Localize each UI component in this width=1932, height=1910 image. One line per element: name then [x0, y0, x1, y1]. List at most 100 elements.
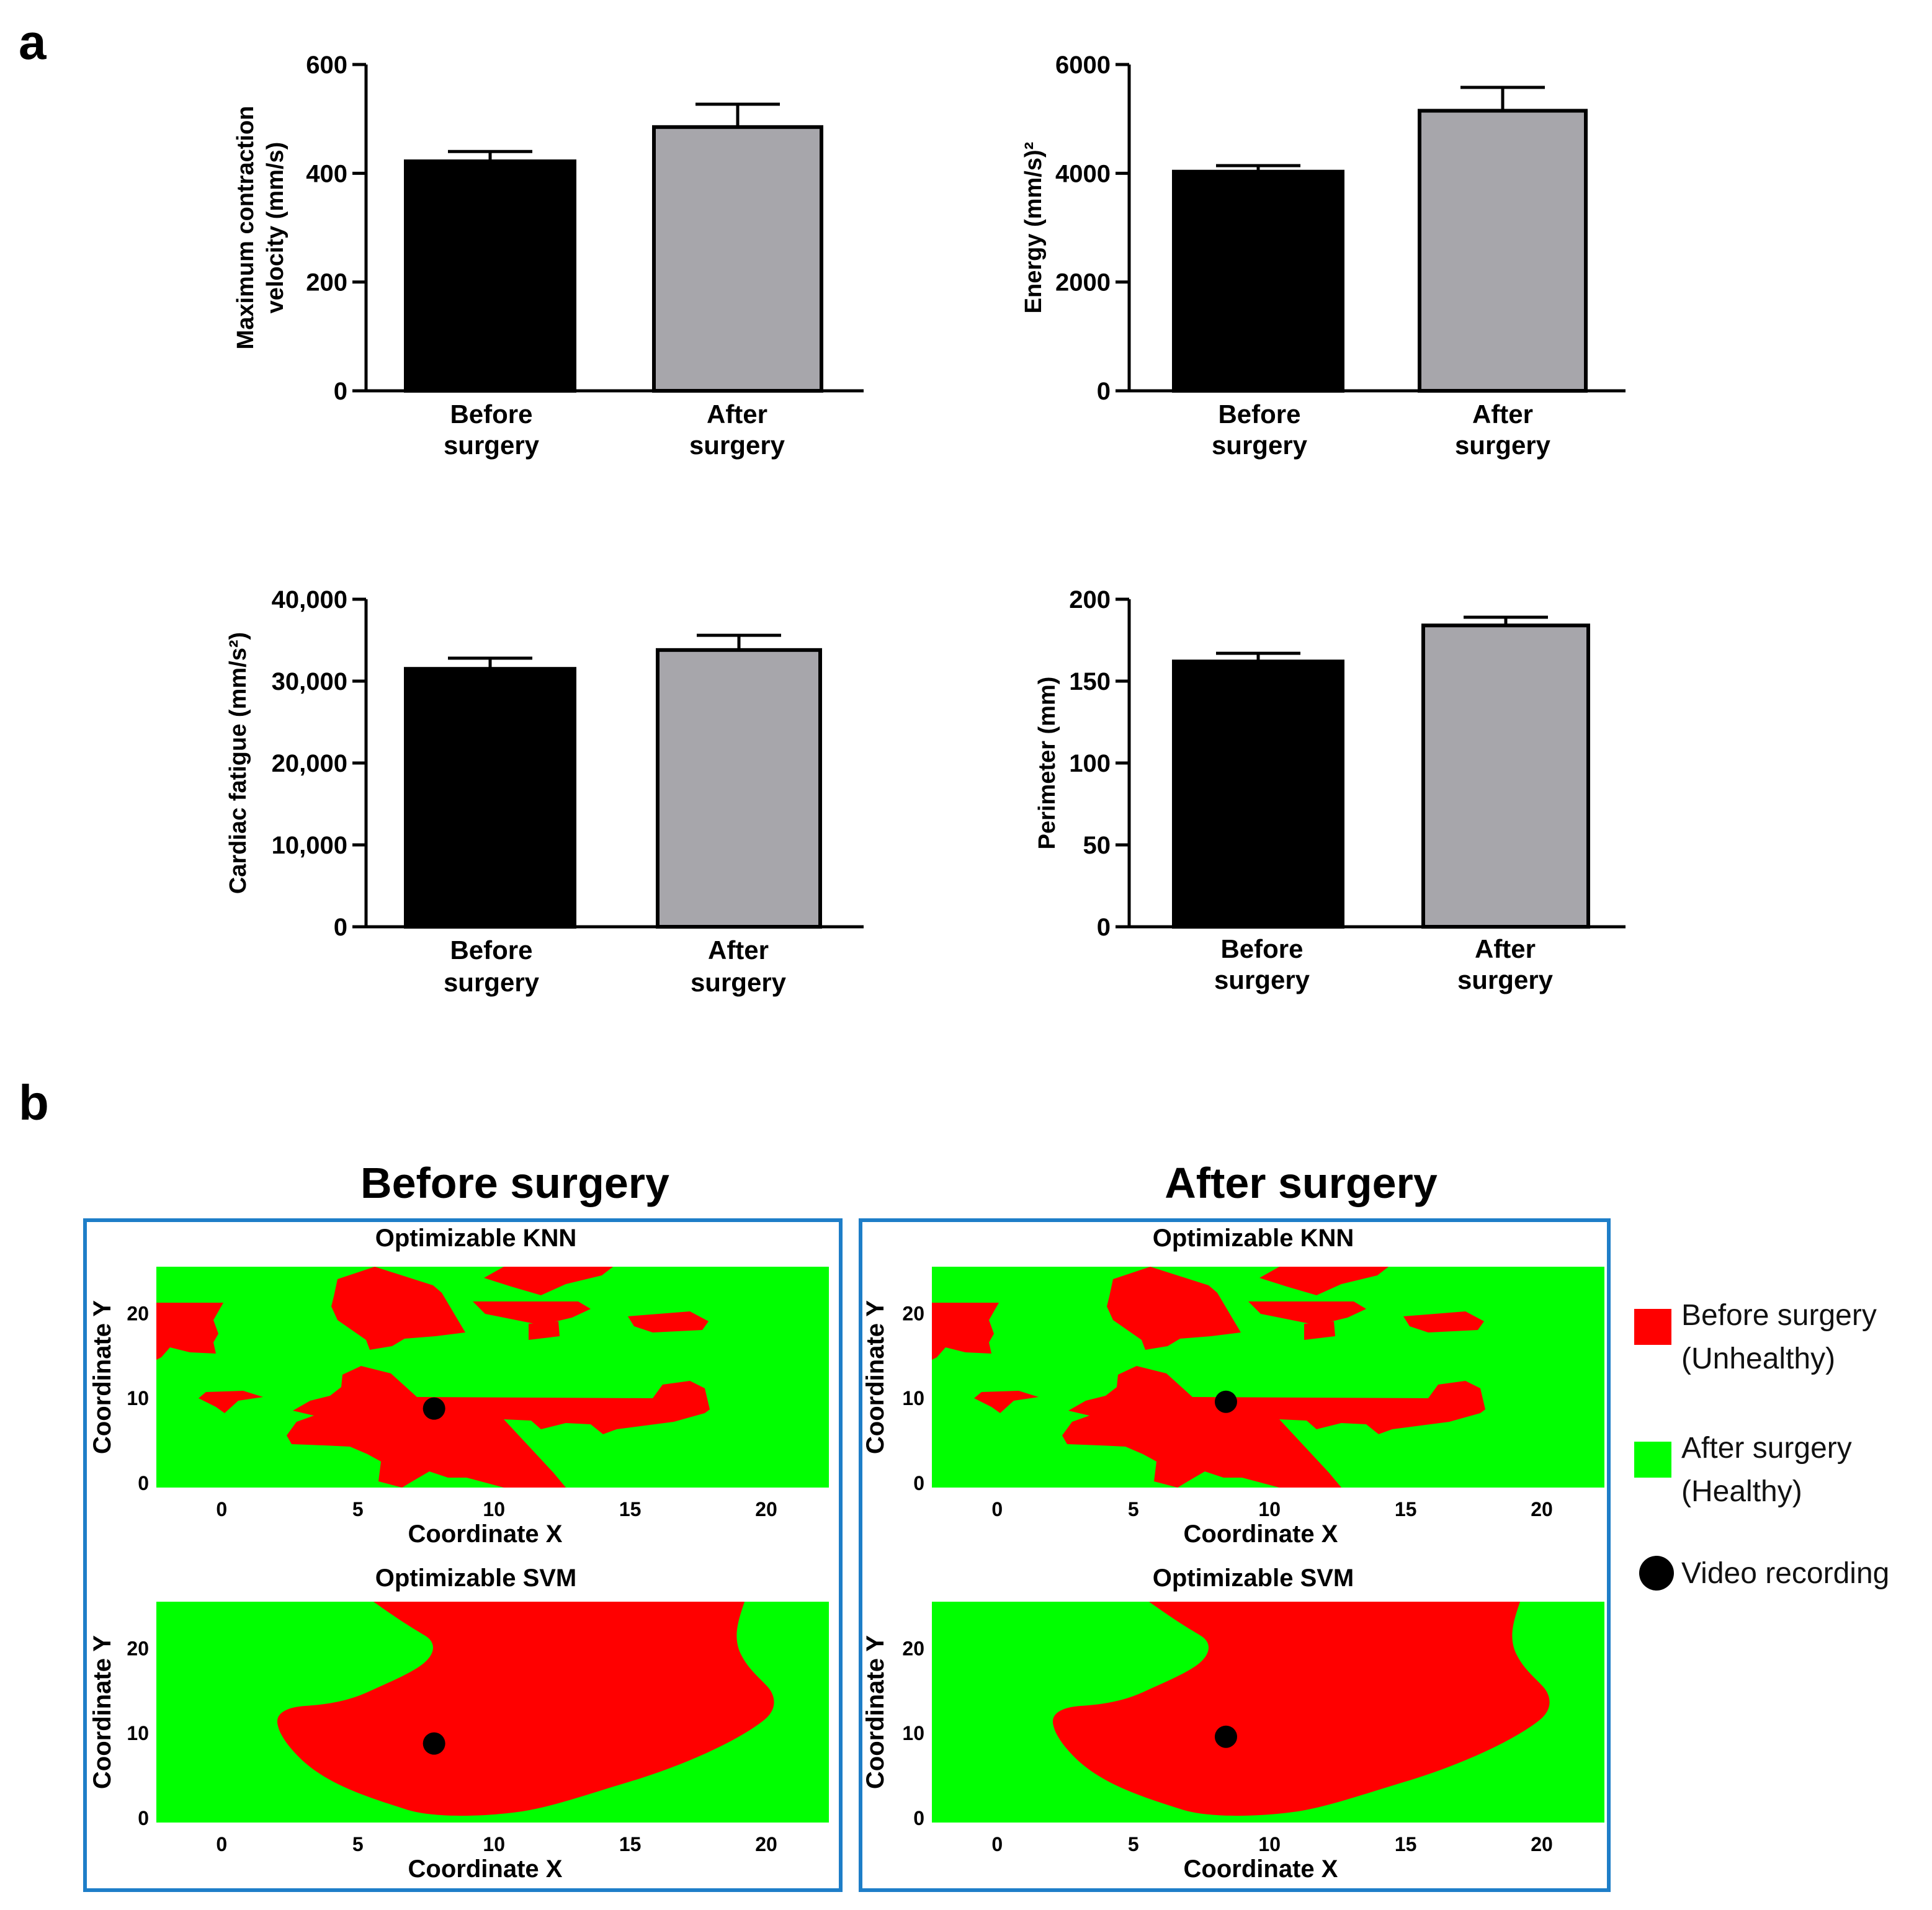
category-label-perimeter: surgery [1214, 965, 1310, 994]
x-tick-label: 15 [619, 1498, 642, 1520]
bar-velocity-0 [404, 159, 576, 393]
y-tick-label: 20 [902, 1302, 924, 1324]
legend-recording-label: Video recording [1681, 1557, 1890, 1590]
knn-decision-regions [156, 1267, 829, 1488]
x-tick-label: 20 [755, 1498, 777, 1520]
bar-energy-0 [1172, 169, 1344, 393]
panel-a-label: a [19, 14, 47, 69]
x-tick-label: 15 [619, 1833, 642, 1855]
bar-chart-energy: 0200040006000BeforesurgeryAftersurgeryEn… [1021, 51, 1626, 460]
x-axis-label: Coordinate X [1184, 1520, 1338, 1548]
legend-healthy-label-2: (Healthy) [1681, 1475, 1802, 1508]
svm-decision-regions [932, 1602, 1604, 1823]
y-label-velocity: Maximum contraction [233, 106, 259, 350]
y-tick-label-fatigue: 0 [334, 914, 347, 941]
bar-chart-velocity: 0200400600BeforesurgeryAftersurgeryMaxim… [233, 51, 864, 460]
y-label-velocity: velocity (mm/s) [262, 142, 288, 314]
y-tick-label-perimeter: 200 [1069, 586, 1111, 614]
x-tick-label: 0 [216, 1498, 227, 1520]
x-tick-label: 0 [991, 1833, 1003, 1855]
category-label-velocity: surgery [689, 431, 785, 460]
legend-healthy-label-1: After surgery [1681, 1432, 1852, 1465]
y-axis-label: Coordinate Y [89, 1635, 116, 1790]
y-tick-label-velocity: 600 [306, 51, 347, 79]
y-tick-label-energy: 6000 [1055, 51, 1111, 79]
category-label-fatigue: Before [450, 935, 532, 965]
x-tick-label: 10 [483, 1833, 505, 1855]
x-tick-label: 20 [755, 1833, 777, 1855]
x-axis-label: Coordinate X [408, 1855, 563, 1883]
knn-decision-regions [932, 1267, 1604, 1488]
y-tick-label: 0 [138, 1472, 149, 1494]
after-surgery-title: After surgery [1165, 1159, 1438, 1207]
decision-maps: 0 5 10 15 20 0 10 20 Coordinate X Coordinate Y 0 5 1… [89, 1267, 1604, 1883]
svm-title-after: Optimizable SVM [1152, 1564, 1354, 1592]
panel-b-label: b [19, 1075, 49, 1130]
y-tick-label-fatigue: 10,000 [272, 832, 347, 859]
x-tick-label: 5 [352, 1833, 364, 1855]
x-tick-label: 5 [352, 1498, 364, 1520]
x-tick-label: 15 [1395, 1498, 1417, 1520]
decision-map-svm-before: 0 5 10 15 20 0 10 20 Coordinate X Coordinate Y [89, 1602, 829, 1883]
decision-map-knn-after: 0 5 10 15 20 0 10 20 Coordinate X Coordinate Y [862, 1267, 1604, 1548]
y-label-fatigue: Cardiac fatigue (mm/s²) [225, 632, 251, 894]
x-tick-label: 5 [1128, 1498, 1139, 1520]
category-label-perimeter: After [1475, 934, 1536, 963]
y-tick-label: 10 [902, 1387, 924, 1409]
y-tick-label-velocity: 200 [306, 269, 347, 297]
y-tick-label-velocity: 0 [334, 378, 347, 405]
knn-title-before: Optimizable KNN [375, 1225, 577, 1252]
y-tick-label-fatigue: 30,000 [272, 668, 347, 695]
y-tick-label: 0 [913, 1807, 924, 1829]
video-recording-point [1214, 1725, 1237, 1748]
bar-charts: 0200400600BeforesurgeryAftersurgeryMaxim… [225, 51, 1626, 997]
bar-fatigue-1 [656, 648, 822, 929]
y-tick-label-fatigue: 20,000 [272, 750, 347, 777]
y-axis-label: Coordinate Y [862, 1635, 889, 1790]
y-tick-label-energy: 4000 [1055, 160, 1111, 187]
y-tick-label: 0 [138, 1807, 149, 1829]
decision-map-svm-after: 0 5 10 15 20 0 10 20 Coordinate X Coordinate Y [862, 1602, 1604, 1883]
x-tick-label: 10 [483, 1498, 505, 1520]
video-recording-point [1214, 1390, 1237, 1413]
x-tick-label: 0 [216, 1833, 227, 1855]
x-tick-label: 5 [1128, 1833, 1139, 1855]
x-tick-label: 0 [991, 1498, 1003, 1520]
category-label-energy: Before [1218, 399, 1300, 429]
legend-unhealthy-label-1: Before surgery [1681, 1299, 1877, 1332]
after-surgery-frame [859, 1218, 1611, 1892]
knn-title-after: Optimizable KNN [1152, 1225, 1354, 1252]
y-tick-label: 10 [127, 1387, 149, 1409]
y-tick-label: 10 [127, 1722, 149, 1744]
y-label-perimeter: Perimeter (mm) [1034, 677, 1060, 850]
y-axis-label: Coordinate Y [862, 1300, 889, 1455]
bar-perimeter-1 [1421, 623, 1590, 929]
category-label-fatigue: surgery [691, 968, 787, 997]
category-label-fatigue: surgery [444, 968, 540, 997]
y-tick-label: 10 [902, 1722, 924, 1744]
legend-unhealthy-swatch [1634, 1309, 1671, 1345]
category-label-energy: surgery [1455, 431, 1551, 460]
y-tick-label-perimeter: 50 [1083, 832, 1111, 859]
category-label-fatigue: After [708, 935, 769, 965]
y-tick-label-energy: 0 [1097, 378, 1111, 405]
decision-map-knn-before: 0 5 10 15 20 0 10 20 Coordinate X Coordinate Y [89, 1267, 829, 1548]
video-recording-point [423, 1397, 445, 1420]
legend-unhealthy-label-2: (Unhealthy) [1681, 1342, 1836, 1375]
y-tick-label-velocity: 400 [306, 160, 347, 187]
category-label-velocity: Before [450, 399, 532, 429]
bar-chart-perimeter: 050100150200BeforesurgeryAftersurgeryPer… [1034, 586, 1626, 994]
bar-velocity-1 [652, 125, 823, 393]
legend-healthy-swatch [1634, 1442, 1671, 1478]
svm-title-before: Optimizable SVM [375, 1564, 577, 1592]
category-label-velocity: surgery [444, 431, 540, 460]
bar-perimeter-0 [1172, 659, 1344, 929]
y-tick-label: 20 [127, 1302, 149, 1324]
bar-chart-fatigue: 0 10,000 20,000 30,000 40,000 Before surgery Af… [225, 586, 864, 997]
category-label-velocity: After [707, 399, 767, 429]
before-surgery-frame [83, 1218, 843, 1892]
category-label-perimeter: Before [1220, 934, 1303, 963]
x-tick-label: 10 [1258, 1498, 1281, 1520]
y-tick-label-perimeter: 150 [1069, 668, 1111, 695]
svm-decision-regions [156, 1602, 829, 1823]
